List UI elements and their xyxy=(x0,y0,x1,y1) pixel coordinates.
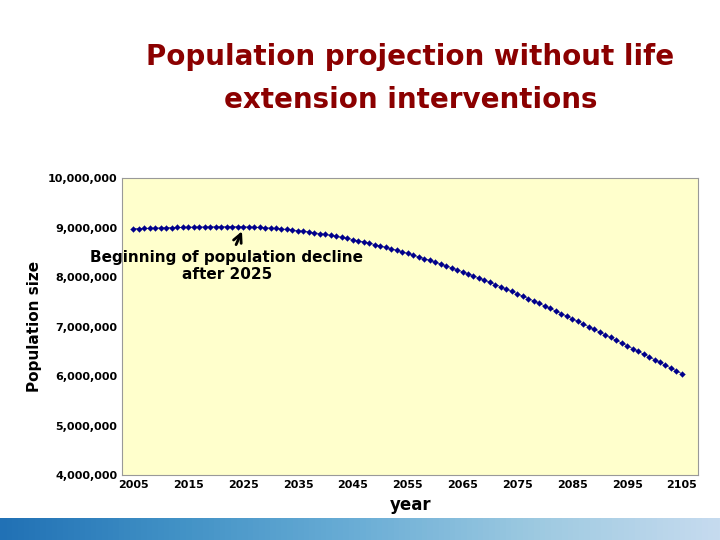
Text: Population projection without life: Population projection without life xyxy=(146,43,675,71)
X-axis label: year: year xyxy=(390,496,431,514)
Text: Beginning of population decline
after 2025: Beginning of population decline after 20… xyxy=(90,234,363,282)
Y-axis label: Population size: Population size xyxy=(27,261,42,392)
Text: extension interventions: extension interventions xyxy=(224,86,597,114)
